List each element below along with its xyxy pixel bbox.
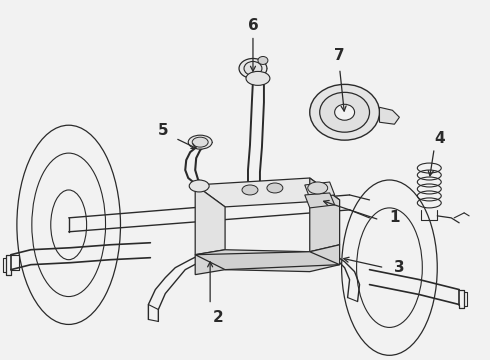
Ellipse shape — [246, 71, 270, 85]
Ellipse shape — [51, 190, 87, 260]
Polygon shape — [195, 252, 340, 270]
Text: 6: 6 — [247, 18, 258, 33]
Ellipse shape — [335, 104, 355, 120]
Text: 5: 5 — [158, 123, 169, 138]
Ellipse shape — [188, 135, 212, 149]
Ellipse shape — [192, 137, 208, 147]
Polygon shape — [195, 178, 340, 207]
Polygon shape — [195, 245, 340, 275]
Polygon shape — [305, 182, 335, 198]
Ellipse shape — [258, 57, 268, 64]
Ellipse shape — [17, 125, 121, 324]
Text: 2: 2 — [213, 310, 223, 325]
Ellipse shape — [308, 182, 328, 194]
Ellipse shape — [239, 58, 267, 78]
Ellipse shape — [32, 153, 105, 297]
Text: 7: 7 — [334, 48, 345, 63]
Ellipse shape — [357, 208, 422, 328]
Text: 3: 3 — [394, 260, 405, 275]
Ellipse shape — [319, 92, 369, 132]
Polygon shape — [379, 107, 399, 124]
Polygon shape — [310, 178, 340, 252]
Text: 4: 4 — [434, 131, 444, 146]
Ellipse shape — [242, 185, 258, 195]
Text: 1: 1 — [389, 210, 400, 225]
Ellipse shape — [310, 84, 379, 140]
Ellipse shape — [267, 183, 283, 193]
Ellipse shape — [189, 180, 209, 192]
Ellipse shape — [342, 180, 437, 355]
Ellipse shape — [244, 62, 262, 75]
Polygon shape — [195, 185, 225, 255]
Polygon shape — [305, 193, 335, 208]
